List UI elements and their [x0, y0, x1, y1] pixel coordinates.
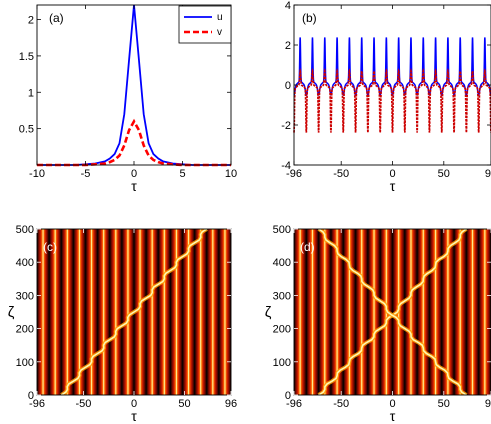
x-tick-label: -10 [29, 168, 45, 180]
y-tick-label: 500 [273, 224, 291, 236]
lattice-stripe [231, 229, 243, 395]
x-tick-label: -50 [333, 168, 349, 180]
x-axis-label: τ [390, 408, 396, 424]
x-tick-label: 0 [131, 168, 137, 180]
series-v-line [37, 118, 231, 167]
x-tick-label: 96 [485, 398, 491, 410]
y-tick-label: 4 [285, 0, 291, 12]
y-tick-label: 500 [16, 224, 34, 236]
x-axis-label: τ [131, 178, 137, 194]
x-tick-label: 50 [178, 398, 190, 410]
y-tick-label: 400 [273, 257, 291, 269]
legend-box [178, 5, 232, 44]
x-tick-label: 96 [225, 398, 237, 410]
series-v-line [293, 68, 491, 133]
x-axis-label: τ [390, 178, 396, 194]
x-tick-label: 5 [179, 168, 185, 180]
x-tick-label: 0 [389, 168, 395, 180]
lattice-stripe [25, 229, 37, 395]
y-tick-label: 200 [16, 324, 34, 336]
panel-label: (a) [49, 11, 64, 25]
y-tick-label: 0.5 [19, 124, 34, 136]
panel-a: -10 -5 0 5 10 0.5 1 1.5 2 τ (a) uv [19, 4, 237, 194]
legend-label-v: v [217, 27, 222, 38]
x-tick-label: -96 [286, 398, 302, 410]
y-tick-label: 1.5 [19, 51, 34, 63]
panel-label: (c) [43, 240, 57, 254]
y-tick-label: 200 [273, 324, 291, 336]
y-axis-label: ζ [8, 304, 15, 321]
heatmap-body [282, 229, 491, 395]
y-tick-label: 0 [28, 390, 34, 402]
x-tick-label: 0 [131, 398, 137, 410]
heatmap-body [25, 229, 255, 395]
x-axis-label: τ [131, 408, 137, 424]
x-tick-label: 96 [485, 168, 491, 180]
x-tick-label: -96 [29, 398, 45, 410]
x-tick-label: -96 [286, 168, 302, 180]
soliton-trajectory [318, 229, 467, 395]
panel-d: -96 -50 0 50 96 0 100 200 300 400 500 τ ζ (d) [265, 224, 491, 424]
x-tick-label: 50 [438, 398, 450, 410]
y-tick-label: 1 [28, 87, 34, 99]
panel-b: -96 -50 0 50 96 -4 -2 0 2 4 τ (b) [281, 0, 491, 194]
x-tick-label: 50 [438, 168, 450, 180]
panel-label: (d) [300, 240, 315, 254]
y-axis-label: ζ [265, 304, 272, 321]
y-tick-label: 100 [16, 357, 34, 369]
y-tick-label: 0 [285, 390, 291, 402]
panel-c: -96 -50 0 50 96 0 100 200 300 400 500 τ ζ (c) [8, 224, 255, 424]
legend-label-u: u [217, 12, 223, 23]
y-tick-label: 300 [273, 290, 291, 302]
lattice-stripe [282, 229, 294, 395]
x-tick-label: -5 [81, 168, 91, 180]
soliton-trajectory [318, 229, 467, 395]
y-tick-label: 100 [273, 357, 291, 369]
x-tick-label: -50 [333, 398, 349, 410]
lattice-stripe [243, 229, 255, 395]
y-tick-label: -4 [281, 160, 291, 172]
y-tick-label: 0 [285, 80, 291, 92]
y-tick-label: 400 [16, 257, 34, 269]
panel-label: (b) [302, 11, 317, 25]
soliton-trajectory [60, 229, 208, 395]
x-tick-label: -50 [76, 398, 92, 410]
y-tick-label: -2 [281, 120, 291, 132]
y-tick-label: 300 [16, 290, 34, 302]
x-tick-label: 10 [225, 168, 237, 180]
x-tick-label: 0 [389, 398, 395, 410]
y-tick-label: 2 [285, 40, 291, 52]
y-tick-label: 2 [28, 15, 34, 27]
